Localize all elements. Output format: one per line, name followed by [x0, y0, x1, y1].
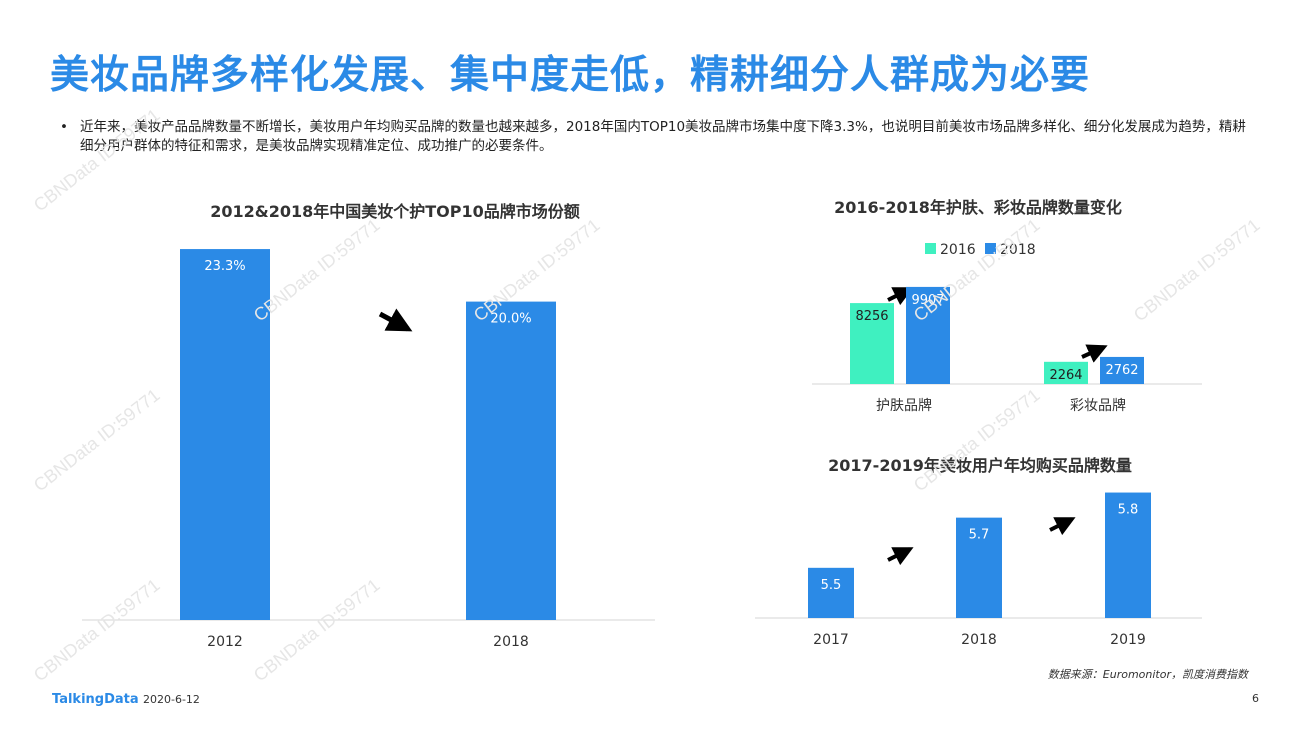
- trend-arrow-up-icon: [1049, 517, 1076, 536]
- summary-text: 近年来，美妆产品品牌数量不断增长，美妆用户年均购买品牌的数量也越来越多，2018…: [80, 119, 1246, 154]
- chart3-bar: [1105, 492, 1151, 618]
- chart2-data-label: 9907: [911, 293, 944, 308]
- chart3-data-label: 5.8: [1118, 503, 1139, 518]
- chart1-data-label: 23.3%: [204, 259, 245, 274]
- bullet-marker: •: [60, 119, 68, 135]
- chart3-data-label: 5.7: [969, 528, 990, 543]
- chart1-data-label: 20.0%: [490, 312, 531, 327]
- trend-arrow-up-icon: [887, 547, 914, 566]
- chart2-legend-label: 2018: [1000, 242, 1036, 258]
- trend-arrow-up-icon: [1081, 344, 1108, 363]
- chart2-tick-label: 护肤品牌: [876, 397, 932, 414]
- chart1-bar: [466, 301, 556, 620]
- chart2-data-label: 2264: [1049, 368, 1082, 383]
- chart3-tick-label: 2018: [961, 632, 997, 648]
- chart2-data-label: 8256: [855, 309, 888, 324]
- chart1-tick-label: 2018: [493, 634, 529, 650]
- chart2-legend-swatch: [985, 243, 996, 254]
- chart2-bar: [850, 303, 894, 384]
- chart2-legend-swatch: [925, 243, 936, 254]
- chart2-bar: [1044, 361, 1088, 384]
- chart3-tick-label: 2017: [813, 632, 849, 648]
- chart3-bar: [808, 567, 854, 618]
- chart2-bar: [1100, 356, 1144, 384]
- page-title: 美妆品牌多样化发展、集中度走低，精耕细分人群成为必要: [50, 53, 1091, 98]
- chart1-bar: [180, 249, 270, 620]
- chart2-title: 2016-2018年护肤、彩妆品牌数量变化: [834, 198, 1122, 217]
- talkingdata-logo: TalkingData: [52, 692, 139, 707]
- chart2-data-label: 2762: [1105, 363, 1138, 378]
- chart3-title: 2017-2019年美妆用户年均购买品牌数量: [828, 456, 1132, 475]
- chart2-bar: [906, 286, 950, 384]
- chart1-tick-label: 2012: [207, 634, 243, 650]
- trend-arrow-down-icon: [378, 308, 413, 332]
- chart3-tick-label: 2019: [1110, 632, 1146, 648]
- chart2-tick-label: 彩妆品牌: [1070, 397, 1126, 414]
- data-source: 数据来源：Euromonitor，凯度消费指数: [1047, 668, 1248, 681]
- chart1-title: 2012&2018年中国美妆个护TOP10品牌市场份额: [210, 202, 580, 221]
- chart3-data-label: 5.5: [821, 578, 842, 593]
- chart3-bar: [956, 517, 1002, 618]
- page-number: 6: [1252, 692, 1259, 705]
- summary-bullet: • 近年来，美妆产品品牌数量不断增长，美妆用户年均购买品牌的数量也越来越多，20…: [60, 118, 1250, 156]
- footer-date: 2020-6-12: [143, 693, 200, 706]
- chart2-legend-label: 2016: [940, 242, 976, 258]
